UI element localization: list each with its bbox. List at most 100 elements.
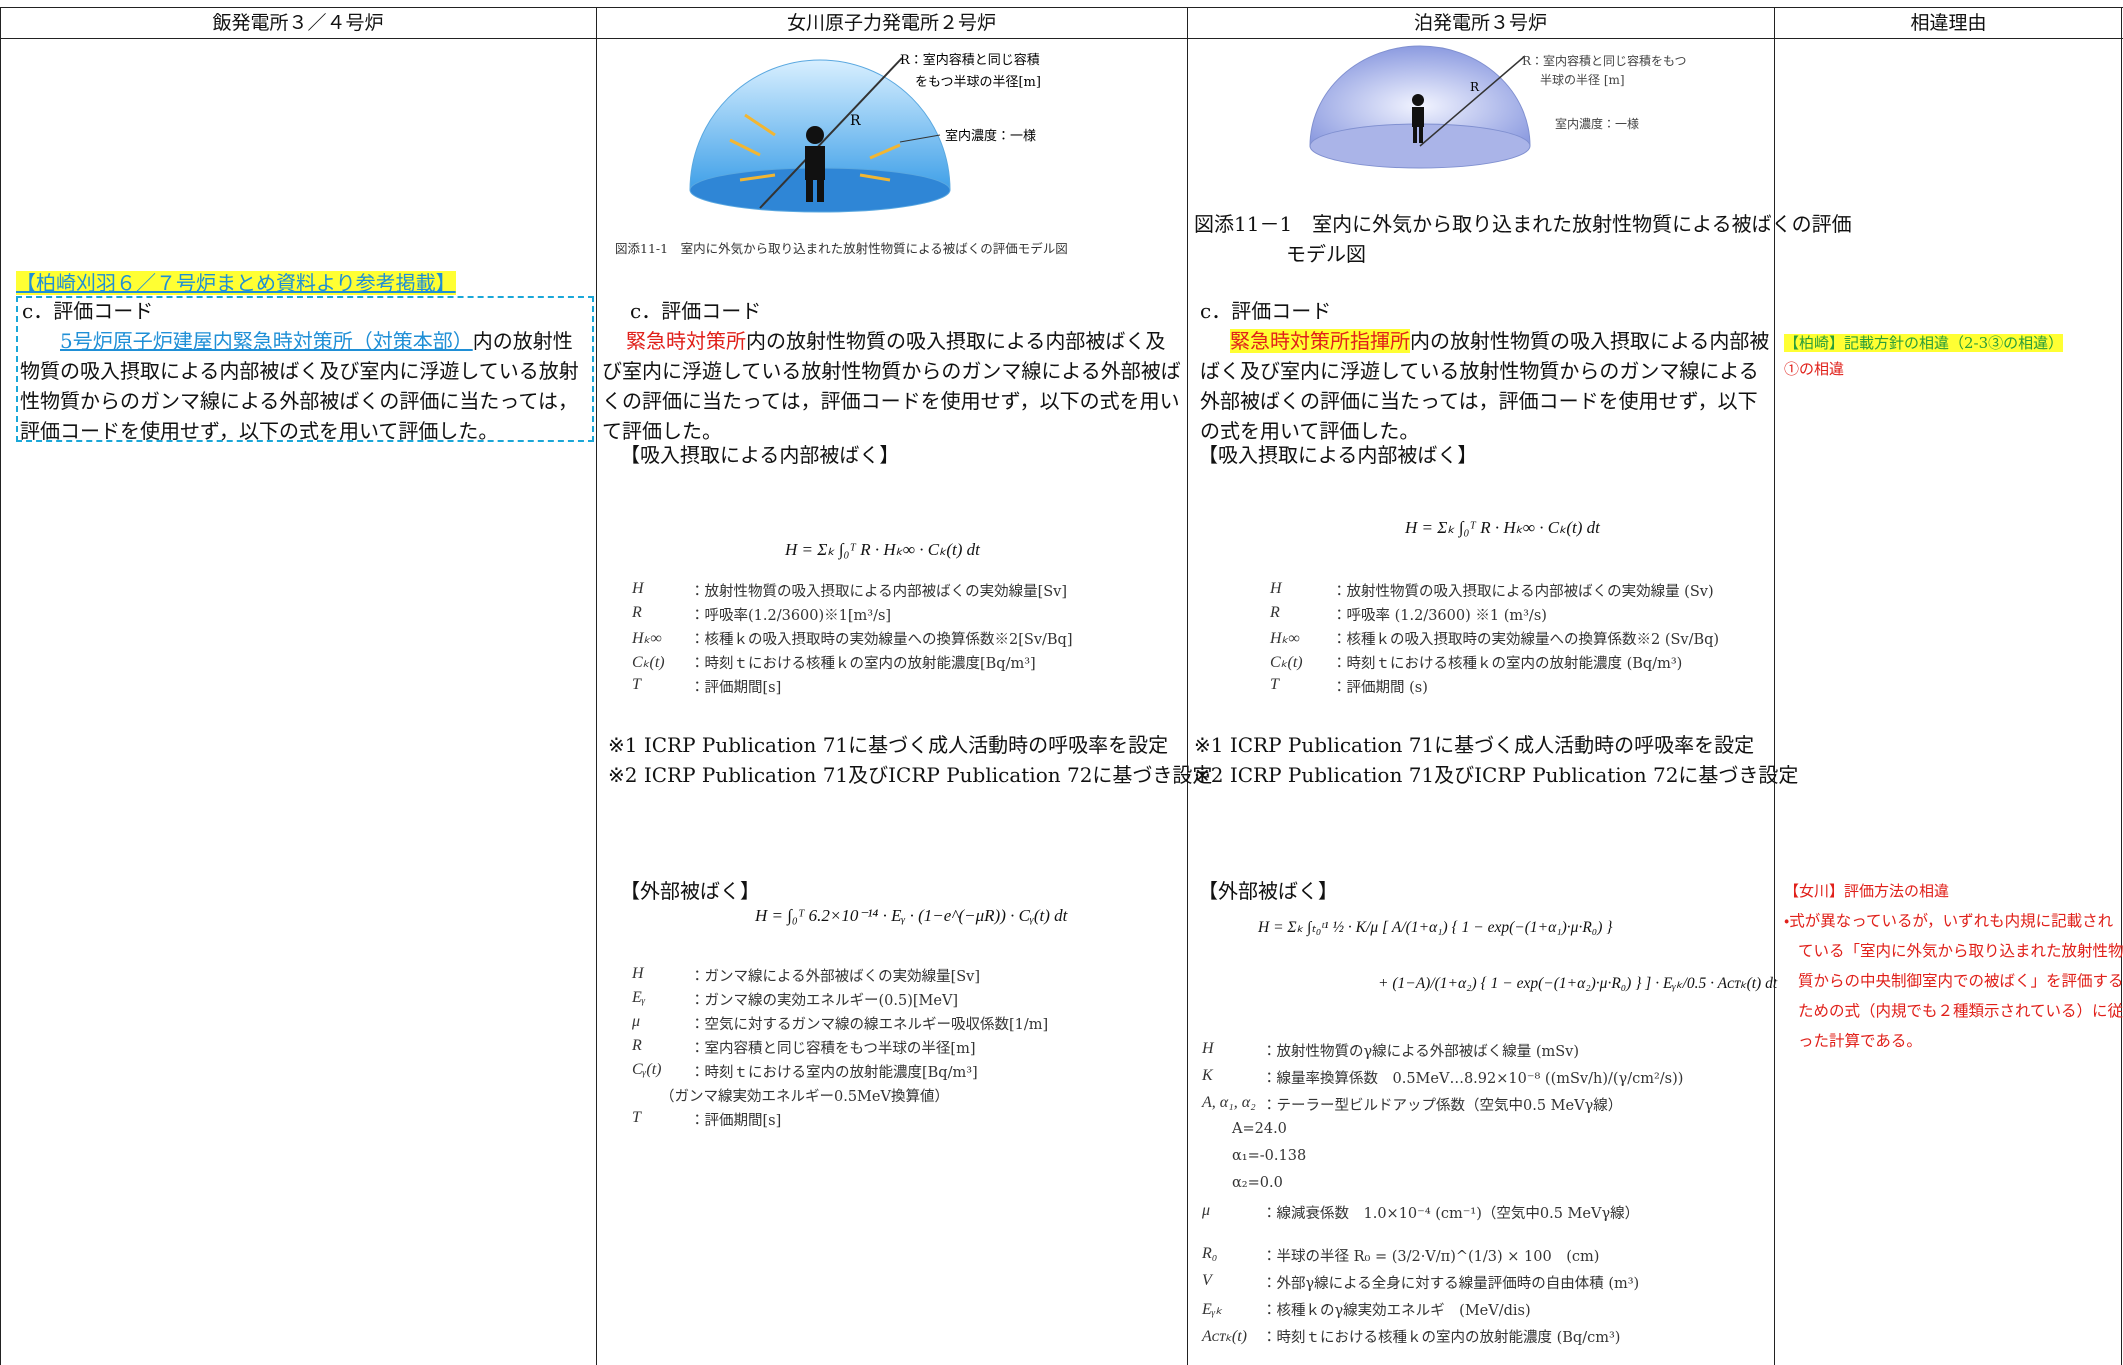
- column-header: 飯発電所３／４号炉: [212, 12, 384, 34]
- reason-title: 【女川】評価方法の相違: [1784, 882, 1950, 900]
- definition-symbol: Hₖ∞: [632, 630, 662, 647]
- note: ※1 ICRP Publication 71に基づく成人活動時の呼吸率を設定: [1194, 733, 1755, 757]
- definition-text: ：空気に対するガンマ線の線エネルギー吸収係数[1/m]: [690, 1017, 1049, 1033]
- diagram-label: 半球の半径 [m]: [1540, 72, 1625, 87]
- definition-symbol: T: [632, 1109, 641, 1126]
- definition-row: α₁=-0.138: [1202, 1148, 1742, 1175]
- formula: H = Σₖ ∫₀ᵀ R · Hₖ∞ · Cₖ(t) dt: [1405, 518, 1600, 537]
- formula: H = Σₖ ∫ₜ₀ᵗ¹ ½ · K/μ [ A/(1+α₁) { 1 − ex…: [1258, 919, 1613, 936]
- dashed-frame: [16, 296, 594, 442]
- definition-symbol: Aᴄᴛₖ(t): [1202, 1328, 1247, 1345]
- subsection-title: 【外部被ばく】: [1198, 879, 1338, 903]
- definition-text: （ガンマ線実効エネルギー0.5MeV換算値）: [660, 1089, 949, 1105]
- reference-note: 【柏崎刈羽６／７号炉まとめ資料より参考掲載】: [16, 268, 456, 298]
- link-text: 5号炉原子炉建屋内緊急時対策所（対策本部）: [60, 329, 473, 353]
- definition-text: ：核種ｋの吸入摂取時の実効線量への換算係数※2 (Sv/Bq): [1332, 632, 1720, 648]
- definition-text: ：外部γ線による全身に対する線量評価時の自由体積 (m³): [1262, 1276, 1640, 1292]
- definition-row: R ：呼吸率 (1.2/3600) ※1 (m³/s): [1270, 604, 1810, 628]
- table-top-border: [0, 7, 2123, 8]
- definition-text: ：放射性物質のγ線による外部被ばく線量 (mSv): [1262, 1044, 1580, 1060]
- note: ※2 ICRP Publication 71及びICRP Publication…: [608, 763, 1213, 787]
- definition-row: H ：ガンマ線による外部被ばくの実効線量[Sv]: [632, 965, 1172, 989]
- definition-row: Aᴄᴛₖ(t) ：時刻ｔにおける核種ｋの室内の放射能濃度 (Bq/cm³): [1202, 1326, 1742, 1353]
- section-heading: c．評価コード: [1200, 299, 1332, 323]
- definition-symbol: R: [632, 604, 642, 621]
- definition-text: A=24.0: [1232, 1121, 1287, 1137]
- subsection-title: 【外部被ばく】: [620, 879, 760, 903]
- formula: H = Σₖ ∫₀ᵀ R · Hₖ∞ · Cₖ(t) dt: [785, 540, 980, 559]
- definition-symbol: R₀: [1202, 1245, 1218, 1262]
- person-icon: [817, 180, 824, 202]
- definition-symbol: R: [632, 1037, 642, 1054]
- definition-text: ：時刻ｔにおける核種ｋの室内の放射能濃度 (Bq/m³): [1332, 656, 1683, 672]
- definition-symbol: μ: [1202, 1202, 1211, 1219]
- definition-row: H ：放射性物質のγ線による外部被ばく線量 (mSv): [1202, 1040, 1742, 1067]
- section-heading: c．評価コード: [22, 299, 154, 323]
- diagram-label: R: [1470, 80, 1480, 94]
- person-icon: [1412, 94, 1424, 106]
- definition-text: ：室内容積と同じ容積をもつ半球の半径[m]: [690, 1041, 976, 1057]
- column-border: [596, 7, 597, 1365]
- definition-text: ：線量率換算係数 0.5MeV…8.92×10⁻⁸ ((mSv/h)/(γ/cm…: [1262, 1071, 1684, 1087]
- note: ※2 ICRP Publication 71及びICRP Publication…: [1194, 763, 1799, 787]
- definition-text: ：放射性物質の吸入摂取による内部被ばくの実効線量 (Sv): [1332, 584, 1714, 600]
- diagram-label: R：室内容積と同じ容積: [900, 52, 1040, 68]
- figure-caption: 図添11-1 室内に外気から取り込まれた放射性物質による被ばくの評価モデル図: [615, 241, 1068, 256]
- definition-text: ：呼吸率(1.2/3600)※1[m³/s]: [690, 608, 892, 624]
- definition-text: α₂=0.0: [1232, 1175, 1283, 1191]
- definition-text: ：核種ｋの吸入摂取時の実効線量への換算係数※2[Sv/Bq]: [690, 632, 1073, 648]
- definition-text: ：テーラー型ビルドアップ係数（空気中0.5 MeVγ線）: [1262, 1098, 1623, 1114]
- subsection-title: 【吸入摂取による内部被ばく】: [1198, 443, 1478, 467]
- person-icon: [806, 126, 824, 144]
- definition-row: K ：線量率換算係数 0.5MeV…8.92×10⁻⁸ ((mSv/h)/(γ/c…: [1202, 1067, 1742, 1094]
- note-text: 【柏崎刈羽６／７号炉まとめ資料より参考掲載】: [16, 271, 456, 295]
- formula: + (1−A)/(1+α₂) { 1 − exp(−(1+α₂)·μ·R₀) }…: [1378, 975, 1778, 992]
- definition-row: A, α₁, α₂ ：テーラー型ビルドアップ係数（空気中0.5 MeVγ線）: [1202, 1094, 1742, 1121]
- note: ※1 ICRP Publication 71に基づく成人活動時の呼吸率を設定: [608, 733, 1169, 757]
- definition-symbol: Eᵧ: [632, 989, 646, 1006]
- definition-row: Hₖ∞ ：核種ｋの吸入摂取時の実効線量への換算係数※2[Sv/Bq]: [632, 628, 1172, 652]
- diagram-label: 室内濃度：一様: [945, 128, 1036, 144]
- radius-arrow: [1419, 55, 1526, 147]
- paragraph-text: 内の放射性物質の吸入摂取による内部被ばく及び室内に浮遊している放射性物質からのガ…: [20, 329, 579, 443]
- definition-text: ：放射性物質の吸入摂取による内部被ばくの実効線量[Sv]: [690, 584, 1068, 600]
- definition-row: μ ：線減衰係数 1.0×10⁻⁴ (cm⁻¹)（空気中0.5 MeVγ線）: [1202, 1202, 1742, 1229]
- definition-symbol: Hₖ∞: [1270, 630, 1300, 647]
- column-border: [1187, 7, 1188, 1365]
- definition-row: R₀ ：半球の半径 R₀ = (3/2·V/π)^(1/3) × 100 (cm): [1202, 1245, 1742, 1272]
- definition-row: H ：放射性物質の吸入摂取による内部被ばくの実効線量 (Sv): [1270, 580, 1810, 604]
- definition-text: ：ガンマ線による外部被ばくの実効線量[Sv]: [690, 969, 981, 985]
- definition-text: α₁=-0.138: [1232, 1148, 1307, 1164]
- subsection-title: 【吸入摂取による内部被ばく】: [620, 443, 900, 467]
- reason-title-text: 【柏崎】記載方針の相違（2-3③の相違）: [1784, 334, 2064, 352]
- definition-row: μ ：空気に対するガンマ線の線エネルギー吸収係数[1/m]: [632, 1013, 1172, 1037]
- inflow-arrows: [729, 113, 901, 182]
- figure-caption: 図添11－1 室内に外気から取り込まれた放射性物質による被ばくの評価モデル図: [1194, 212, 1852, 266]
- definition-symbol: A, α₁, α₂: [1202, 1094, 1256, 1111]
- definition-symbol: H: [632, 580, 644, 597]
- definition-symbol: μ: [632, 1013, 641, 1030]
- definition-symbol: Eᵧₖ: [1202, 1301, 1223, 1318]
- definition-row: R ：室内容積と同じ容積をもつ半球の半径[m]: [632, 1037, 1172, 1061]
- hemisphere: [689, 59, 951, 191]
- definition-text: ：呼吸率 (1.2/3600) ※1 (m³/s): [1332, 608, 1547, 624]
- definition-row: R ：呼吸率(1.2/3600)※1[m³/s]: [632, 604, 1172, 628]
- highlight-text: 緊急時対策所: [626, 329, 746, 353]
- column-border: [2121, 7, 2122, 1365]
- definition-text: ：半球の半径 R₀ = (3/2·V/π)^(1/3) × 100 (cm): [1262, 1249, 1600, 1265]
- diagram-label: 室内濃度：一様: [1555, 117, 1639, 131]
- model-diagram: R：室内容積と同じ容積をもつ 半球の半径 [m] R 室内濃度：一様: [1309, 45, 1687, 169]
- definition-text: ：評価期間 (s): [1332, 680, 1428, 696]
- definition-row: V ：外部γ線による全身に対する線量評価時の自由体積 (m³): [1202, 1272, 1742, 1299]
- person-icon: [1413, 127, 1417, 143]
- definition-row: α₂=0.0: [1202, 1175, 1742, 1202]
- definition-row: Cᵧ(t) ：時刻ｔにおける室内の放射能濃度[Bq/m³]: [632, 1061, 1172, 1085]
- definition-text: ：線減衰係数 1.0×10⁻⁴ (cm⁻¹)（空気中0.5 MeVγ線）: [1262, 1206, 1640, 1222]
- definition-text: ：核種ｋのγ線実効エネルギ (MeV/dis): [1262, 1303, 1531, 1319]
- paragraph-text: 内の放射性物質の吸入摂取による内部被ばく及び室内に浮遊している放射性物質からのガ…: [602, 329, 1181, 443]
- paragraph-text: 内の放射性物質の吸入摂取による内部被ばく及び室内に浮遊している放射性物質からのガ…: [1200, 329, 1770, 443]
- definition-symbol: V: [1202, 1272, 1212, 1289]
- header-bottom-border: [0, 38, 2123, 39]
- definition-symbol: R: [1270, 604, 1280, 621]
- definition-symbol: K: [1202, 1067, 1213, 1084]
